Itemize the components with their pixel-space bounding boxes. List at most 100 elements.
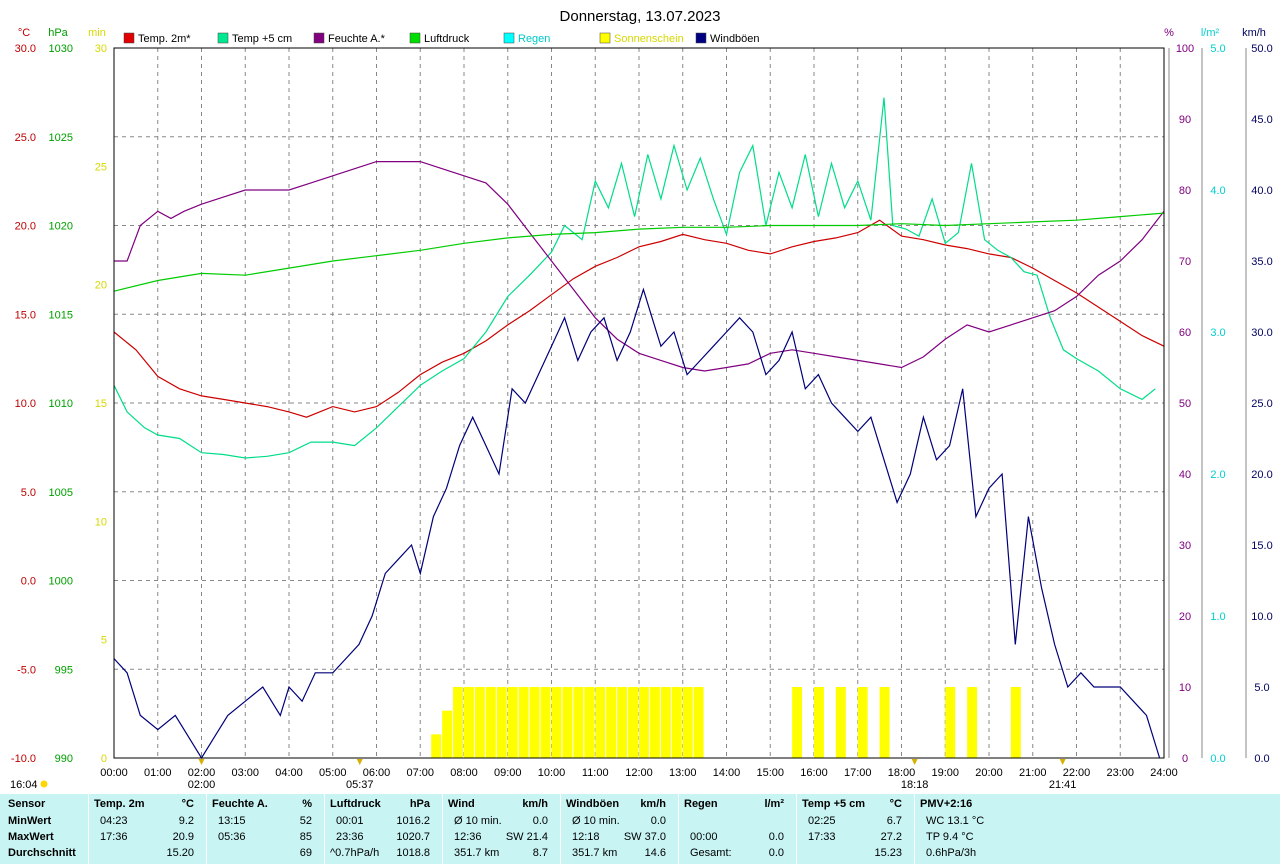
humidity-tick-label: 10 xyxy=(1179,682,1191,694)
x-tick-label: 14:00 xyxy=(713,767,741,779)
stats-min-time: Ø 10 min. xyxy=(572,815,620,827)
wind-tick-label: 20.0 xyxy=(1251,469,1272,481)
time-marker-label: 02:00 xyxy=(188,779,216,791)
rain-tick-label: 3.0 xyxy=(1210,327,1225,339)
pressure-tick-label: 1025 xyxy=(49,132,73,144)
minutes-tick-label: 30 xyxy=(95,43,107,55)
stats-min-time: 04:23 xyxy=(100,815,128,827)
legend-label: Windböen xyxy=(710,33,760,45)
wind-tick-label: 40.0 xyxy=(1251,185,1272,197)
minutes-tick-label: 15 xyxy=(95,398,107,410)
wind-tick-label: 30.0 xyxy=(1251,327,1272,339)
legend-swatch xyxy=(217,32,229,44)
chart-title: Donnerstag, 13.07.2023 xyxy=(560,8,721,25)
rain-tick-label: 4.0 xyxy=(1210,185,1225,197)
time-markers: 02:00 05:37 18:18 21:41 xyxy=(188,759,1077,791)
stats-section: Luftdruck hPa 00:01 1016.2 23:36 1020.7 ^0.7hP… xyxy=(330,794,442,864)
sunshine-bar xyxy=(595,687,606,758)
legend-label: Feuchte A.* xyxy=(328,33,386,45)
stats-section-unit: km/h xyxy=(640,798,666,810)
stats-max-time: 17:33 xyxy=(808,831,836,843)
temp-tick-label: -10.0 xyxy=(11,753,36,765)
rain-tick-label: 0.0 xyxy=(1210,753,1225,765)
minutes-tick-label: 25 xyxy=(95,161,107,173)
x-tick-label: 20:00 xyxy=(975,767,1003,779)
sunshine-bar xyxy=(573,687,584,758)
sunshine-bar xyxy=(693,687,704,758)
sunshine-bar xyxy=(551,687,562,758)
sunshine-bar xyxy=(814,687,824,758)
stats-section-title: Regen xyxy=(684,798,718,810)
stats-section-unit: hPa xyxy=(409,798,430,810)
stats-section: Windböen km/h Ø 10 min. 0.0 12:18 SW 37.0 351.… xyxy=(566,794,678,864)
stats-max-time: 12:18 xyxy=(572,831,600,843)
wind-axis-unit: km/h xyxy=(1242,27,1266,39)
x-tick-label: 17:00 xyxy=(844,767,872,779)
stats-avg-label: 351.7 km xyxy=(572,847,618,859)
stats-separator xyxy=(324,794,325,864)
temp-tick-label: 30.0 xyxy=(15,43,36,55)
stats-min-value: 0.0 xyxy=(650,815,666,827)
humidity-tick-label: 40 xyxy=(1179,469,1191,481)
minutes-tick-label: 10 xyxy=(95,516,107,528)
x-tick-label: 13:00 xyxy=(669,767,697,779)
stats-separator xyxy=(88,794,89,864)
wind-tick-label: 45.0 xyxy=(1251,114,1272,126)
sunshine-bar xyxy=(617,687,628,758)
stats-avg-value: 1018.8 xyxy=(396,847,430,859)
stats-section: Regen l/m² 00:00 0.0 Gesamt: 0.0 xyxy=(684,794,796,864)
time-marker-label: 05:37 xyxy=(346,779,374,791)
x-axis: 00:00 01:00 02:00 03:00 04:00 05:00 06:00 07:00… xyxy=(10,767,1178,791)
legend-swatch xyxy=(599,32,611,44)
sunshine-bar xyxy=(562,687,573,758)
x-tick-label: 15:00 xyxy=(756,767,784,779)
stats-section-unit: km/h xyxy=(522,798,548,810)
stats-section-title: Temp +5 cm xyxy=(802,798,866,810)
humidity-axis-unit: % xyxy=(1164,27,1174,39)
sunshine-bar xyxy=(474,687,485,758)
sunshine-bar xyxy=(431,734,442,758)
stats-section: Temp +5 cm °C 02:25 6.7 17:33 27.2 15.23 xyxy=(802,794,914,864)
time-marker-label: 21:41 xyxy=(1049,779,1077,791)
weather-chart: Donnerstag, 13.07.2023 Temp. 2m* Temp +5 … xyxy=(10,8,1273,791)
stats-avg-label: ^0.7hPa/h xyxy=(330,847,380,859)
rain-tick-label: 5.0 xyxy=(1210,43,1225,55)
left-axes: °C hPa min 30.0 25.0 20.0 15.0 10.0 5.0 0.0 -5.0 -1… xyxy=(11,27,107,765)
humidity-tick-label: 100 xyxy=(1176,43,1194,55)
stats-section-title: Feuchte A. xyxy=(212,798,268,810)
stats-section-title: Wind xyxy=(448,798,475,810)
stats-max-time: 12:36 xyxy=(454,831,482,843)
sunshine-bar xyxy=(464,687,474,758)
sunshine-bar xyxy=(879,687,890,758)
legend-swatch xyxy=(695,32,707,44)
stats-max-time: 00:00 xyxy=(690,831,718,843)
stats-min-value: 52 xyxy=(299,815,312,827)
stats-avg-label: 351.7 km xyxy=(454,847,500,859)
pressure-tick-label: 995 xyxy=(55,664,73,676)
x-tick-label: 01:00 xyxy=(144,767,172,779)
sunshine-bar xyxy=(496,687,507,758)
temp-tick-label: 5.0 xyxy=(21,487,36,499)
legend-swatch xyxy=(313,32,325,44)
x-tick-label: 05:00 xyxy=(319,767,347,779)
sunshine-bars xyxy=(431,687,1021,758)
x-tick-label: 11:00 xyxy=(582,767,609,779)
sun-icon xyxy=(40,780,48,788)
stats-max-time: 17:36 xyxy=(100,831,128,843)
x-tick-label: 19:00 xyxy=(931,767,959,779)
stats-row-label: MaxWert xyxy=(8,831,54,843)
stats-section: Feuchte A.% 13:15 52 05:36 85 69 xyxy=(212,794,324,864)
stats-section-title: PMV+2:16 xyxy=(920,798,973,810)
x-tick-label: 03:00 xyxy=(231,767,259,779)
sunshine-bar xyxy=(507,687,518,758)
stats-section: PMV+2:16 WC 13.1 °C TP 9.4 °C 0.6hPa/3h xyxy=(920,794,1032,864)
sunshine-bar xyxy=(835,687,846,758)
temp-tick-label: 0.0 xyxy=(21,576,36,588)
sunshine-bar xyxy=(540,687,551,758)
stats-avg-value: 14.6 xyxy=(644,847,666,859)
wind-tick-label: 0.0 xyxy=(1254,753,1269,765)
time-marker-icon xyxy=(356,759,363,765)
temp-tick-label: 15.0 xyxy=(15,309,36,321)
corner-label: 16:04 xyxy=(10,779,38,791)
humidity-tick-label: 80 xyxy=(1179,185,1191,197)
